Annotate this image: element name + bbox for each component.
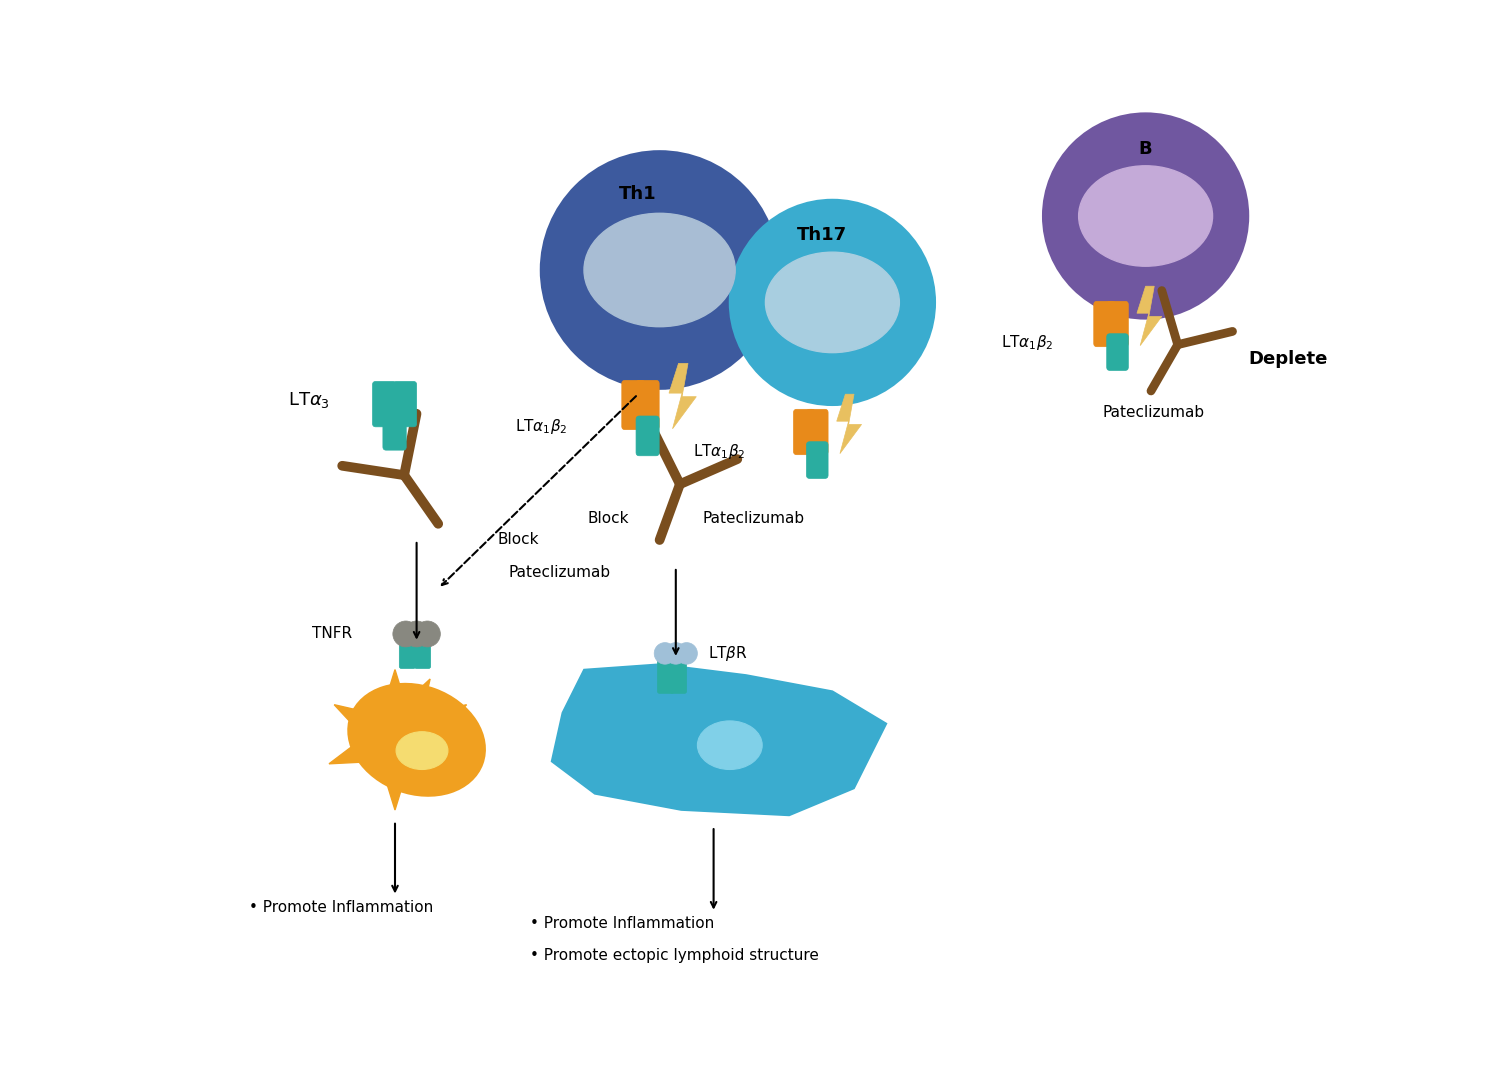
Ellipse shape xyxy=(348,684,485,796)
Text: LT$\alpha_1\beta_2$: LT$\alpha_1\beta_2$ xyxy=(1001,333,1053,352)
FancyBboxPatch shape xyxy=(415,636,431,669)
Circle shape xyxy=(730,200,935,405)
Text: B: B xyxy=(1138,139,1152,158)
Text: LT$\alpha_1\beta_2$: LT$\alpha_1\beta_2$ xyxy=(694,442,746,461)
Polygon shape xyxy=(373,670,416,740)
FancyBboxPatch shape xyxy=(373,381,395,427)
Text: Th1: Th1 xyxy=(619,185,656,203)
Polygon shape xyxy=(395,705,467,758)
FancyBboxPatch shape xyxy=(636,380,659,430)
Polygon shape xyxy=(373,740,416,810)
FancyBboxPatch shape xyxy=(807,409,828,455)
Polygon shape xyxy=(376,679,430,751)
Circle shape xyxy=(392,621,419,647)
Ellipse shape xyxy=(395,732,448,769)
Circle shape xyxy=(404,621,430,647)
FancyBboxPatch shape xyxy=(794,409,815,455)
Ellipse shape xyxy=(765,252,900,352)
FancyBboxPatch shape xyxy=(400,636,415,669)
Circle shape xyxy=(540,151,779,389)
Text: LT$\alpha_3$: LT$\alpha_3$ xyxy=(288,390,330,409)
Text: Block: Block xyxy=(498,532,539,548)
Circle shape xyxy=(415,621,440,647)
Text: Th17: Th17 xyxy=(797,226,846,244)
Circle shape xyxy=(1043,113,1249,319)
Polygon shape xyxy=(1137,286,1162,346)
FancyBboxPatch shape xyxy=(622,380,645,430)
Polygon shape xyxy=(330,719,403,764)
FancyBboxPatch shape xyxy=(1107,334,1128,370)
Text: TNFR: TNFR xyxy=(312,626,352,642)
Text: Block: Block xyxy=(588,511,628,526)
FancyBboxPatch shape xyxy=(1094,301,1116,347)
FancyBboxPatch shape xyxy=(1107,301,1128,347)
FancyBboxPatch shape xyxy=(394,381,416,427)
Ellipse shape xyxy=(583,213,736,326)
Text: LT$\alpha_1\beta_2$: LT$\alpha_1\beta_2$ xyxy=(515,417,568,436)
Ellipse shape xyxy=(697,721,762,769)
Text: • Promote Inflammation: • Promote Inflammation xyxy=(249,900,434,915)
Polygon shape xyxy=(837,394,861,454)
Circle shape xyxy=(665,643,686,664)
Circle shape xyxy=(653,643,676,664)
FancyBboxPatch shape xyxy=(670,657,686,693)
Polygon shape xyxy=(385,721,455,775)
Text: Pateclizumab: Pateclizumab xyxy=(509,565,610,580)
Text: Pateclizumab: Pateclizumab xyxy=(703,511,804,526)
Text: Pateclizumab: Pateclizumab xyxy=(1103,405,1204,420)
Text: • Promote ectopic lymphoid structure: • Promote ectopic lymphoid structure xyxy=(530,948,819,963)
FancyBboxPatch shape xyxy=(807,442,828,478)
Text: LT$\beta$R: LT$\beta$R xyxy=(709,644,747,663)
Polygon shape xyxy=(395,721,467,775)
Polygon shape xyxy=(668,363,697,429)
Polygon shape xyxy=(552,664,886,815)
Text: • Promote Inflammation: • Promote Inflammation xyxy=(530,916,715,931)
Ellipse shape xyxy=(1079,165,1213,267)
FancyBboxPatch shape xyxy=(636,416,659,456)
FancyBboxPatch shape xyxy=(383,405,406,450)
FancyBboxPatch shape xyxy=(658,657,674,693)
Text: Deplete: Deplete xyxy=(1249,350,1328,367)
Polygon shape xyxy=(334,705,406,758)
Circle shape xyxy=(676,643,697,664)
